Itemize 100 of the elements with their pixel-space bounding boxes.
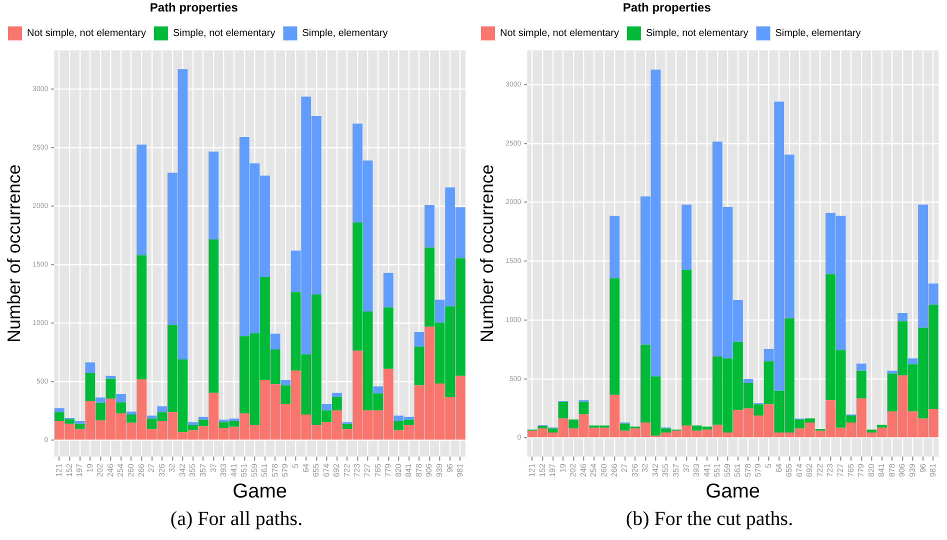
x-tick-label: 27	[620, 463, 630, 473]
bar	[332, 392, 342, 397]
text: (a) For all paths.	[169, 507, 304, 532]
bar	[856, 370, 866, 398]
legend-title: Path properties	[622, 0, 712, 14]
bar	[85, 362, 96, 373]
x-tick-label: 37	[208, 463, 218, 473]
bar	[876, 424, 887, 428]
x-tick-label: 357	[198, 463, 208, 478]
x-tick-label: 5	[291, 463, 300, 468]
x-tick-label: 727	[836, 463, 846, 478]
bar	[106, 376, 116, 379]
x-tick-label: 551	[240, 463, 249, 478]
x-axis-title: Game	[232, 480, 288, 503]
bar	[342, 424, 352, 430]
x-tick-label: 393	[692, 463, 702, 478]
x-tick-label: 551	[712, 463, 722, 478]
legend-label: Simple, elementary	[302, 28, 388, 40]
bar	[610, 216, 620, 278]
bar	[414, 332, 424, 347]
x-tick-label: 393	[219, 463, 228, 478]
bar	[85, 372, 96, 402]
bar	[332, 396, 342, 410]
bar	[198, 416, 208, 420]
bar	[116, 394, 126, 402]
x-tick-label: 254	[589, 463, 598, 478]
text: (b) For the cut paths.	[624, 507, 794, 532]
x-tick-label: 355	[661, 463, 670, 478]
x-tick-label: 779	[384, 463, 393, 478]
x-tick-label: 121	[528, 463, 537, 478]
x-tick-label: 939	[908, 463, 917, 478]
x-tick-label: 779	[856, 463, 866, 478]
bar	[383, 307, 394, 369]
x-tick-label: 939	[434, 463, 444, 478]
x-tick-label: 152	[64, 463, 74, 478]
x-tick-label: 561	[260, 463, 270, 478]
x-tick-label: 266	[136, 463, 146, 478]
x-tick-label: 326	[157, 463, 166, 478]
bar	[548, 428, 558, 433]
legend-label: Simple, not elementary	[172, 28, 276, 40]
y-axis-title: Number of occurrence	[476, 164, 497, 343]
x-tick-label: 197	[548, 463, 558, 478]
x-tick-label: 878	[887, 463, 896, 478]
x-tick-label: 37	[682, 463, 691, 473]
x-tick-label: 559	[722, 463, 732, 478]
bar	[106, 378, 116, 399]
x-tick-label: 579	[754, 463, 763, 478]
bar	[322, 404, 332, 410]
x-tick-label: 152	[538, 463, 547, 478]
x-tick-label: 561	[733, 463, 742, 478]
x-tick-label: 820	[866, 463, 876, 478]
bar	[578, 402, 589, 414]
x-tick-label: 32	[640, 463, 650, 473]
x-tick-label: 765	[373, 463, 382, 478]
bar	[682, 270, 692, 426]
legend-label: Simple, not elementary	[646, 28, 748, 40]
x-tick-label: 981	[456, 463, 465, 478]
x-tick-label: 19	[558, 463, 568, 473]
x-tick-label: 655	[312, 463, 321, 478]
x-tick-label: 64	[301, 463, 310, 473]
bar	[424, 204, 434, 248]
x-tick-label: 260	[600, 463, 608, 478]
x-tick-label: 559	[250, 463, 259, 478]
x-tick-label: 202	[568, 463, 578, 478]
x-tick-label: 723	[826, 463, 835, 478]
x-tick-label: 727	[363, 463, 372, 478]
bar	[188, 422, 198, 426]
x-tick-label: 441	[702, 463, 712, 478]
x-tick-label: 674	[794, 463, 804, 478]
legend-label: Not simple, not elementary	[27, 28, 146, 40]
x-tick-label: 674	[322, 463, 331, 478]
x-tick-label: 820	[394, 463, 403, 478]
x-axis-title: Game	[706, 480, 760, 503]
x-tick-label: 197	[75, 463, 84, 478]
bar	[280, 385, 290, 404]
bar	[208, 152, 218, 240]
x-tick-label: 765	[846, 463, 856, 478]
x-tick-label: 981	[928, 463, 938, 478]
x-tick-label: 722	[342, 463, 352, 478]
bar	[136, 255, 147, 380]
x-tick-label: 121	[54, 463, 64, 478]
bar	[743, 378, 754, 384]
bar	[96, 398, 106, 403]
x-tick-label: 722	[815, 463, 824, 478]
bar	[610, 278, 620, 395]
x-tick-label: 906	[898, 463, 907, 478]
bar	[270, 334, 280, 350]
x-tick-label: 692	[332, 463, 342, 478]
y-axis-title: Number of occurrence	[4, 164, 24, 343]
x-tick-label: 578	[270, 463, 280, 478]
legend-label: Simple, elementary	[775, 28, 861, 40]
x-tick-label: 878	[414, 463, 424, 478]
x-tick-label: 342	[650, 463, 660, 478]
x-tick-label: 64	[774, 463, 784, 473]
x-tick-label: 260	[126, 463, 136, 478]
bar	[74, 420, 85, 424]
x-tick-label: 32	[168, 463, 177, 473]
bar	[414, 346, 424, 386]
bar	[157, 406, 168, 412]
x-tick-label: 19	[85, 463, 94, 473]
